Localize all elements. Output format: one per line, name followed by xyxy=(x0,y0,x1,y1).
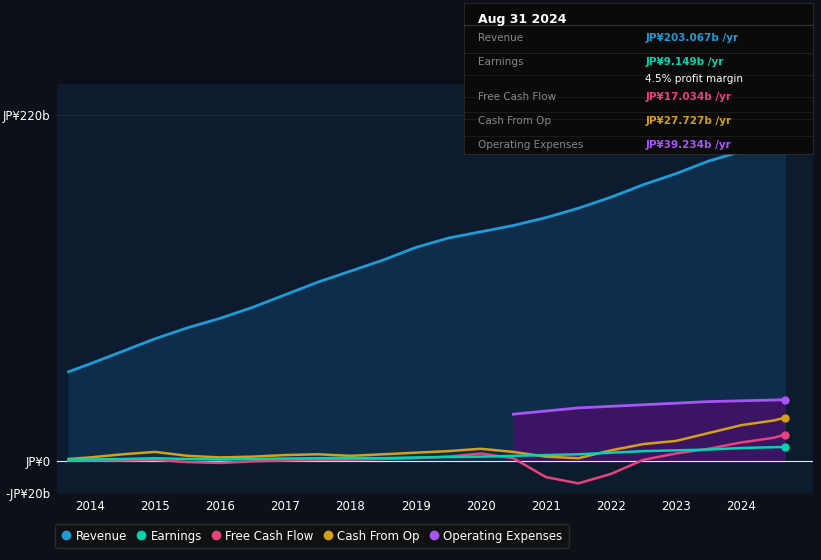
Text: JP¥203.067b /yr: JP¥203.067b /yr xyxy=(645,33,738,43)
Text: JP¥39.234b /yr: JP¥39.234b /yr xyxy=(645,141,731,151)
Text: JP¥27.727b /yr: JP¥27.727b /yr xyxy=(645,116,732,126)
Text: Revenue: Revenue xyxy=(478,33,523,43)
Text: 4.5% profit margin: 4.5% profit margin xyxy=(645,74,743,84)
Text: Free Cash Flow: Free Cash Flow xyxy=(478,92,556,102)
Text: Earnings: Earnings xyxy=(478,57,523,67)
Legend: Revenue, Earnings, Free Cash Flow, Cash From Op, Operating Expenses: Revenue, Earnings, Free Cash Flow, Cash … xyxy=(55,524,569,548)
Text: Aug 31 2024: Aug 31 2024 xyxy=(478,13,566,26)
Text: Operating Expenses: Operating Expenses xyxy=(478,141,583,151)
Text: JP¥17.034b /yr: JP¥17.034b /yr xyxy=(645,92,732,102)
Text: JP¥9.149b /yr: JP¥9.149b /yr xyxy=(645,57,723,67)
Text: Cash From Op: Cash From Op xyxy=(478,116,551,126)
